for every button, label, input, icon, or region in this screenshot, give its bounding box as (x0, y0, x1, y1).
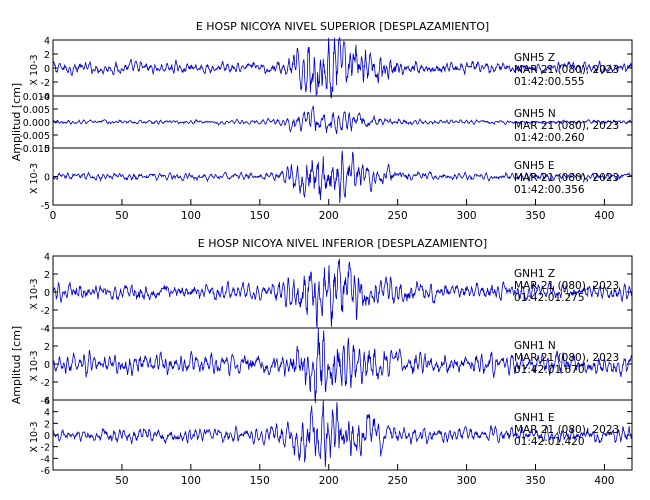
trace-gnh1-e-ytick-label: 2 (44, 419, 50, 430)
trace-gnh5-n-ytick-label: 0.005 (23, 105, 50, 116)
x-tick-label-2: 200 (319, 475, 339, 487)
trace-gnh5-e-station-label: GNH5 E (514, 160, 555, 172)
trace-gnh1-n-station-label: GNH1 N (514, 340, 556, 352)
x-tick-label-1: 250 (388, 210, 408, 222)
trace-gnh1-z-ytick-label: 2 (44, 270, 50, 281)
trace-gnh5-n-ytick-label: 0.010 (23, 92, 50, 103)
trace-gnh5-e-ytick-label: 5 (44, 144, 50, 155)
trace-gnh1-z-waveform (52, 258, 633, 328)
y-axis-label-1: Amplitud [cm] (10, 83, 23, 161)
trace-gnh1-z-ytick-label: 4 (44, 252, 50, 263)
trace-gnh1-z-ytick-label: -2 (41, 306, 50, 317)
trace-gnh1-n-ytick-label: -4 (41, 396, 50, 407)
trace-gnh1-z-ytick-label: -4 (41, 324, 50, 335)
trace-gnh1-n-scale-label: X 10-3 (29, 350, 40, 381)
x-tick-label-2: 150 (250, 475, 270, 487)
x-tick-label-1: 150 (250, 210, 270, 222)
x-tick-label-2: 50 (115, 475, 128, 487)
trace-gnh5-n-station-label: GNH5 N (514, 108, 556, 120)
trace-gnh1-n-ytick-label: 0 (44, 360, 50, 371)
trace-gnh5-z-waveform (52, 37, 633, 99)
trace-gnh1-e-scale-label: X 10-3 (29, 421, 40, 452)
x-tick-label-2: 300 (457, 475, 477, 487)
trace-gnh5-z-station-label: GNH5 Z (514, 52, 555, 64)
trace-gnh5-n-ytick-label: -0.005 (19, 131, 50, 142)
trace-gnh5-z-ytick-label: 2 (44, 50, 50, 61)
trace-gnh5-n-ytick-label: -0.010 (19, 144, 50, 155)
x-tick-label-2: 250 (388, 475, 408, 487)
x-tick-label-1: 0 (50, 210, 57, 222)
trace-gnh5-z-time-label: 01:42:00.555 (514, 76, 585, 88)
trace-gnh1-n-waveform (52, 327, 633, 403)
trace-gnh5-e-scale-label: X 10-3 (29, 163, 40, 194)
trace-gnh1-n-ytick-label: 2 (44, 342, 50, 353)
y-axis-label-2: Amplitud [cm] (10, 326, 23, 404)
trace-gnh5-z-ytick-label: 4 (44, 36, 50, 47)
trace-gnh5-z-ytick-label: 0 (44, 64, 50, 75)
chart-title-2: E HOSP NICOYA NIVEL INFERIOR [DESPLAZAMI… (198, 237, 487, 250)
trace-gnh1-z-date-label: MAR 21 (080), 2023 (514, 280, 619, 292)
trace-gnh5-e-time-label: 01:42:00.356 (514, 184, 585, 196)
trace-gnh5-z-ytick-label: -2 (41, 78, 50, 89)
trace-gnh1-e-ytick-label: -6 (41, 466, 50, 477)
trace-gnh5-z-date-label: MAR 21 (080), 2023 (514, 64, 619, 76)
x-tick-label-1: 400 (594, 210, 614, 222)
x-tick-label-2: 100 (181, 475, 201, 487)
x-tick-label-1: 100 (181, 210, 201, 222)
trace-gnh1-e-time-label: 01:42:01.420 (514, 436, 585, 448)
trace-gnh1-n-ytick-label: 4 (44, 324, 50, 335)
trace-gnh1-e-ytick-label: -4 (41, 454, 50, 465)
trace-gnh5-n-time-label: 01:42:00.260 (514, 132, 585, 144)
trace-gnh1-e-station-label: GNH1 E (514, 412, 555, 424)
trace-gnh1-e-waveform (52, 399, 633, 468)
trace-gnh1-z-time-label: 01:42:01.275 (514, 292, 585, 304)
chart-title-1: E HOSP NICOYA NIVEL SUPERIOR [DESPLAZAMI… (196, 20, 489, 33)
trace-gnh1-e-ytick-label: 6 (44, 396, 50, 407)
trace-gnh1-n-date-label: MAR 21 (080), 2023 (514, 352, 619, 364)
trace-gnh1-n-ytick-label: -2 (41, 378, 50, 389)
x-tick-label-2: 400 (594, 475, 614, 487)
x-tick-label-1: 50 (115, 210, 128, 222)
trace-gnh1-z-station-label: GNH1 Z (514, 268, 555, 280)
trace-gnh1-e-ytick-label: -2 (41, 443, 50, 454)
x-tick-label-1: 200 (319, 210, 339, 222)
trace-gnh5-z-scale-label: X 10-3 (29, 54, 40, 85)
trace-gnh5-n-date-label: MAR 21 (080), 2023 (514, 120, 619, 132)
trace-gnh5-e-ytick-label: 0 (44, 173, 50, 184)
trace-gnh5-e-waveform (52, 150, 633, 204)
x-tick-label-2: 350 (525, 475, 545, 487)
trace-gnh1-e-date-label: MAR 21 (080), 2023 (514, 424, 619, 436)
trace-gnh5-z-ytick-label: -4 (41, 92, 50, 103)
trace-gnh1-e-ytick-label: 0 (44, 431, 50, 442)
trace-gnh1-z-scale-label: X 10-3 (29, 278, 40, 309)
x-tick-label-1: 350 (525, 210, 545, 222)
trace-gnh1-z-ytick-label: 0 (44, 288, 50, 299)
x-tick-label-1: 300 (457, 210, 477, 222)
trace-gnh5-e-ytick-label: -5 (41, 201, 50, 212)
trace-gnh5-n-waveform (52, 105, 633, 135)
trace-gnh5-e-date-label: MAR 21 (080), 2023 (514, 172, 619, 184)
trace-gnh5-n-ytick-label: 0.000 (23, 118, 50, 129)
trace-gnh1-n-time-label: 01:42:01.670 (514, 364, 585, 376)
trace-gnh1-e-ytick-label: 4 (44, 408, 50, 419)
